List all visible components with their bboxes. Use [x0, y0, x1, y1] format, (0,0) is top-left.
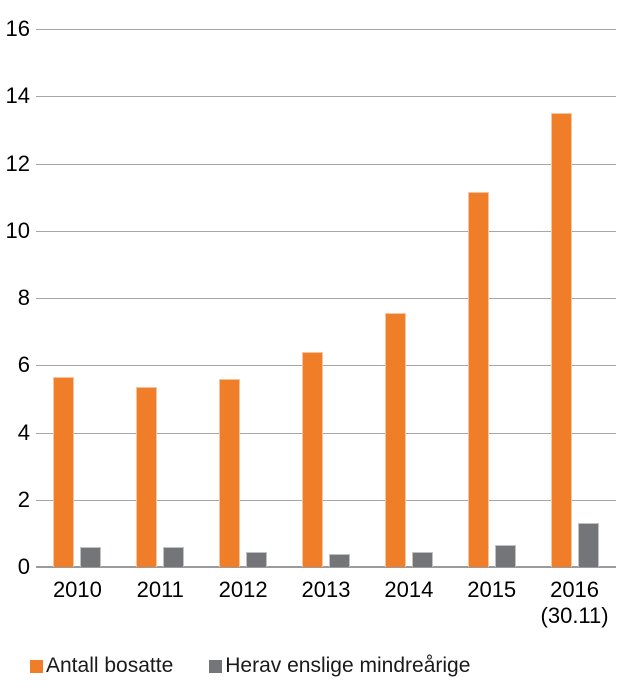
bar-herav-enslige-mindrearige-2012 [246, 551, 268, 567]
y-tick-label-14: 14 [5, 83, 30, 109]
legend-swatch-herav-enslige-mindrearige [209, 659, 223, 673]
bar-antall-bosatte-2011 [136, 387, 158, 567]
x-axis-line [36, 566, 616, 568]
legend: Antall bosatte Herav enslige mindreårige [30, 653, 620, 679]
x-tick-label-2015: 2015 [467, 577, 517, 602]
y-tick-label-8: 8 [17, 285, 30, 310]
y-tick-label-6: 6 [17, 352, 30, 378]
bar-group-2010 [36, 29, 119, 567]
legend-swatch-antall-bosatte [30, 659, 43, 673]
y-tick-label-0: 0 [17, 554, 30, 579]
bar-group-2011 [119, 29, 202, 567]
legend-label-herav-enslige-mindrearige: Herav enslige mindreårige [225, 654, 471, 677]
legend-label-antall-bosatte: Antall bosatte [46, 654, 174, 677]
bar-antall-bosatte-2013 [301, 351, 323, 567]
bar-herav-enslige-mindrearige-2010 [80, 546, 102, 567]
x-tick-label-2012: 2012 [218, 577, 268, 602]
gridline-y-16 [36, 29, 616, 30]
bar-antall-bosatte-2014 [384, 313, 406, 567]
bar-antall-bosatte-2012 [219, 378, 241, 567]
bar-antall-bosatte-2016 [550, 113, 572, 567]
bar-group-2016 [533, 29, 616, 567]
plot-area [36, 29, 616, 568]
bar-herav-enslige-mindrearige-2014 [411, 551, 433, 567]
y-tick-label-4: 4 [17, 419, 30, 445]
x-tick-label-2013: 2013 [301, 577, 351, 602]
y-tick-label-2: 2 [17, 486, 30, 512]
gridline-y-12 [36, 163, 616, 165]
y-tick-label-12: 12 [5, 150, 30, 176]
gridline-y-2 [36, 499, 616, 501]
y-tick-label-16: 16 [5, 16, 30, 41]
x-tick-label-2010: 2010 [52, 577, 102, 602]
bar-herav-enslige-mindrearige-2011 [163, 546, 185, 567]
bar-group-2014 [367, 29, 450, 567]
bar-group-2015 [450, 29, 533, 567]
gridline-y-10 [36, 230, 616, 232]
bar-herav-enslige-mindrearige-2013 [328, 553, 350, 567]
legend-item-antall-bosatte: Antall bosatte [30, 653, 173, 679]
bar-herav-enslige-mindrearige-2016 [577, 523, 599, 567]
bar-antall-bosatte-2015 [467, 192, 489, 567]
gridline-y-4 [36, 432, 616, 434]
x-tick-sublabel-2016: (30.11) [540, 603, 609, 628]
bar-antall-bosatte-2010 [53, 377, 75, 567]
x-tick-label-2011: 2011 [136, 577, 184, 602]
bar-group-2013 [285, 29, 368, 567]
legend-item-herav-enslige-mindrearige: Herav enslige mindreårige [209, 653, 470, 679]
y-tick-label-10: 10 [5, 217, 30, 243]
bar-group-2012 [202, 29, 285, 567]
x-tick-label-2016: 2016 (30.11) [533, 577, 616, 629]
gridline-y-6 [36, 365, 616, 367]
gridline-y-8 [36, 298, 616, 299]
bar-herav-enslige-mindrearige-2015 [494, 545, 516, 567]
gridline-y-14 [36, 96, 616, 98]
x-tick-label-2014: 2014 [384, 577, 434, 602]
